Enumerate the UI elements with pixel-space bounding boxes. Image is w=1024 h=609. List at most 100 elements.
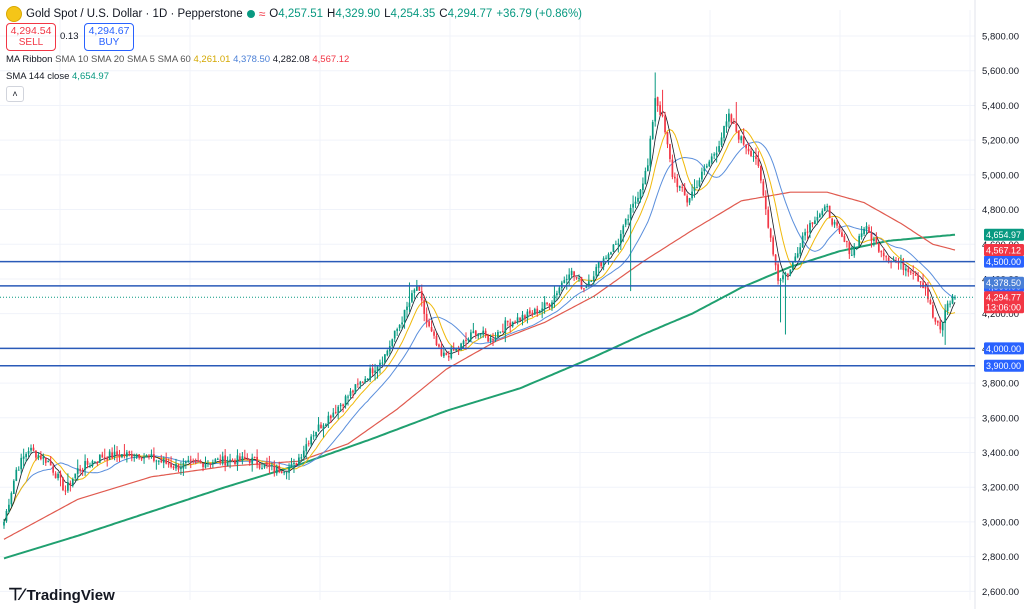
candle-body [927,287,929,300]
candle-body [263,463,266,468]
candle-body [521,314,524,321]
candle-body [519,317,521,321]
candle-body [914,274,917,276]
sma144-legend[interactable]: SMA 144 close 4,654.97 [6,71,109,82]
candle-body [713,154,716,156]
candle-body [865,226,868,230]
candle-body [568,274,571,280]
candle-body [216,458,219,460]
candle-body [339,404,342,407]
candle-body [831,218,833,225]
candle-body [342,404,344,407]
ma-ribbon-value: 4,282.08 [270,54,310,65]
sell-price: 4,294.54 [10,25,52,37]
candle-body [408,302,411,308]
y-tick-label: 2,800.00 [982,552,1019,563]
candle-body [725,121,728,127]
tradingview-brand[interactable]: ⊤⁄ TradingView [8,585,115,605]
price-change: +36.79 (+0.86%) [496,8,582,20]
candle-body [917,274,919,281]
candle-body [504,320,507,333]
candle-body [438,344,440,347]
candle-body [811,222,814,225]
candle-body [669,144,671,159]
candle-body [59,473,62,478]
candle-body [615,243,617,245]
candle-body [801,235,804,248]
collapse-legend-button[interactable]: ˄ [6,86,24,102]
candle-body [698,180,701,187]
candle-body [718,145,720,152]
candle-body [737,130,740,140]
candle-body [317,424,320,432]
candle-body [850,254,853,256]
candle-body [882,252,885,257]
candle-body [506,320,509,323]
candle-body [745,144,747,149]
candle-body [79,468,82,471]
candle-body [597,261,600,268]
candle-body [302,450,305,457]
candle-body [312,435,315,437]
candle-body [946,303,949,312]
candle-body [764,196,767,210]
candle-body [283,472,285,474]
candle-body [197,460,199,462]
spread-value: 0.13 [60,31,79,42]
candle-body [637,197,639,202]
candle-body [558,287,561,294]
candle-body [332,412,335,418]
candle-body [243,456,246,459]
candle-body [108,451,111,460]
buy-button[interactable]: 4,294.67 BUY [84,23,134,51]
candle-body [693,187,696,192]
candle-body [376,366,379,372]
candle-body [806,231,809,233]
candle-body [860,233,863,238]
sell-button[interactable]: 4,294.54 SELL [6,23,56,51]
candle-body [501,330,504,332]
candle-body [113,451,116,458]
candle-body [192,460,195,462]
candle-body [769,228,772,238]
candle-body [885,256,888,258]
candle-body [98,454,101,463]
candle-body [703,168,706,172]
candle-body [735,123,738,132]
ma-ribbon-legend[interactable]: MA Ribbon SMA 10 SMA 20 SMA 5 SMA 60 4,2… [6,54,349,65]
candle-body [320,424,322,429]
candle-body [27,451,30,454]
candle-body [516,317,519,322]
candle-body [782,275,784,280]
candle-body [659,105,661,116]
candle-body [433,331,435,336]
candle-body [219,459,222,464]
candle-body [298,457,300,465]
candle-body [175,464,177,469]
symbol-header: Gold Spot / U.S. Dollar · 1D · Peppersto… [6,6,582,22]
candle-body [823,206,826,211]
ohlc-close: C4,294.77 [439,8,493,20]
candle-body [750,150,752,157]
candle-body [949,303,951,305]
symbol-title[interactable]: Gold Spot / U.S. Dollar · 1D · Peppersto… [26,8,243,20]
candle-body [855,246,858,248]
candle-body [170,463,172,468]
candle-body [666,132,669,145]
bar-countdown-label: 13:06:00 [986,303,1021,313]
candle-body [126,452,128,457]
candle-body [730,114,733,123]
candle-body [182,462,185,469]
candle-body [111,452,113,459]
candle-body [160,460,163,463]
candle-body [288,466,290,473]
candle-body [423,299,426,315]
candle-body [374,370,376,373]
candle-body [420,291,423,301]
candle-body [858,236,861,247]
candle-body [241,456,244,462]
candle-body [570,270,573,275]
candle-body [8,504,10,512]
ma-ribbon-value: 4,378.50 [230,54,271,65]
